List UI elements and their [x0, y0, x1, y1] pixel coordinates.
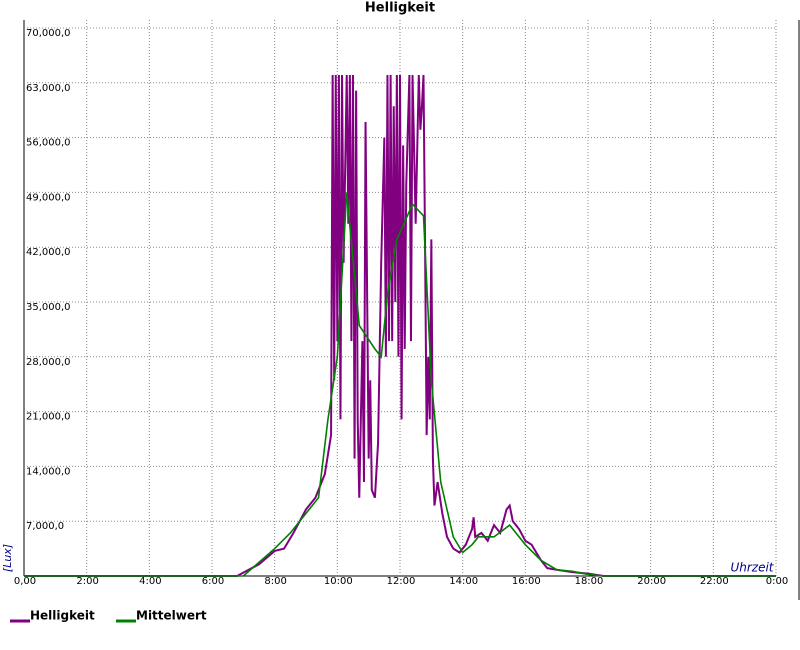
- legend-label: Mittelwert: [136, 609, 207, 623]
- x-tick-label: 4:00: [139, 576, 161, 587]
- y-tick-label: 70,000,0: [26, 28, 71, 39]
- y-tick-label: 42,000,0: [26, 247, 71, 258]
- x-tick-label: 16:00: [512, 576, 541, 587]
- x-tick-label: 0,00: [14, 576, 36, 587]
- line: [24, 192, 776, 577]
- x-tick-label: 2:00: [76, 576, 98, 587]
- x-tick-label: 10:00: [324, 576, 353, 587]
- line: [24, 74, 776, 577]
- y-tick-label: 49,000,0: [26, 192, 71, 203]
- x-tick-label: 12:00: [387, 576, 416, 587]
- x-axis-label: Uhrzeit: [730, 561, 774, 575]
- y-tick-label: 63,000,0: [26, 83, 71, 94]
- legend-label: Helligkeit: [30, 609, 95, 623]
- y-tick-label: 7,000,0: [26, 521, 64, 532]
- x-tick-label: 0:00: [766, 576, 788, 587]
- y-axis-label: [Lux]: [1, 544, 14, 572]
- y-tick-label: 14,000,0: [26, 466, 71, 477]
- y-tick-label: 56,000,0: [26, 138, 71, 149]
- y-tick-label: 21,000,0: [26, 412, 71, 423]
- chart-title: Helligkeit: [365, 1, 435, 16]
- x-tick-label: 14:00: [449, 576, 478, 587]
- x-tick-label: 8:00: [264, 576, 286, 587]
- x-tick-label: 20:00: [637, 576, 666, 587]
- y-tick-label: 35,000,0: [26, 302, 71, 313]
- x-tick-label: 6:00: [202, 576, 224, 587]
- y-tick-label: 28,000,0: [26, 357, 71, 368]
- x-tick-label: 22:00: [700, 576, 729, 587]
- x-tick-label: 18:00: [575, 576, 604, 587]
